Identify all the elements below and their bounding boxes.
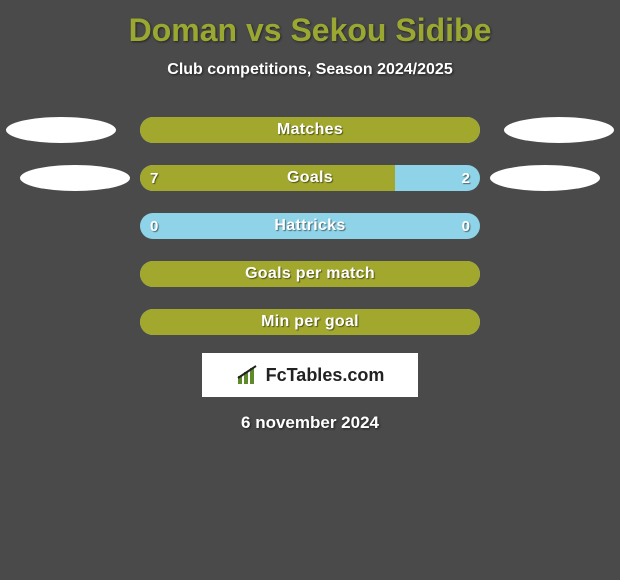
stat-label: Min per goal	[140, 309, 480, 335]
stat-row: Min per goal	[0, 309, 620, 335]
ellipse-right	[504, 117, 614, 143]
stat-row: Goals per match	[0, 261, 620, 287]
stat-value-right: 2	[462, 165, 470, 191]
ellipse-right	[490, 165, 600, 191]
stat-label: Matches	[140, 117, 480, 143]
stat-bar: Matches	[140, 117, 480, 143]
page-title: Doman vs Sekou Sidibe	[129, 12, 492, 49]
page-subtitle: Club competitions, Season 2024/2025	[167, 61, 452, 79]
ellipse-left	[20, 165, 130, 191]
stat-bar: Goals7 2	[140, 165, 480, 191]
logo-box: FcTables.com	[202, 353, 418, 397]
stat-bar: Goals per match	[140, 261, 480, 287]
date-text: 6 november 2024	[241, 413, 379, 433]
stat-bar: Hattricks0 0	[140, 213, 480, 239]
stat-label: Goals per match	[140, 261, 480, 287]
stat-row: Hattricks0 0	[0, 213, 620, 239]
stat-row: Goals7 2	[0, 165, 620, 191]
stat-value-left: 0	[150, 213, 158, 239]
chart-icon	[236, 364, 262, 386]
stat-value-right: 0	[462, 213, 470, 239]
comparison-infographic: Doman vs Sekou Sidibe Club competitions,…	[0, 0, 620, 433]
stat-row: Matches	[0, 117, 620, 143]
ellipse-left	[6, 117, 116, 143]
stat-value-left: 7	[150, 165, 158, 191]
stat-label: Hattricks	[140, 213, 480, 239]
stat-label: Goals	[140, 165, 480, 191]
logo-text: FcTables.com	[266, 365, 385, 386]
stat-rows: Matches Goals7 2 Hattricks0 0 Goals per match…	[0, 117, 620, 335]
stat-bar: Min per goal	[140, 309, 480, 335]
